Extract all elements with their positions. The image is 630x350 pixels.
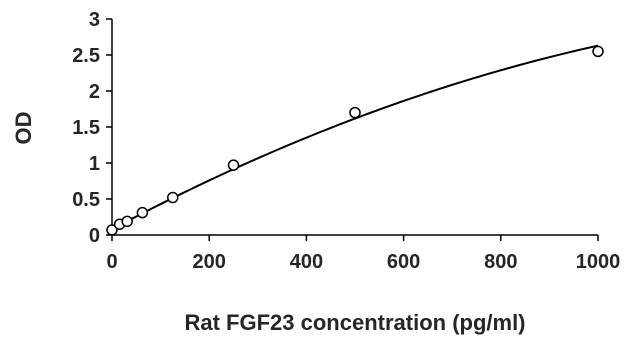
x-tick-label: 1000 xyxy=(576,251,621,273)
x-tick-label: 0 xyxy=(106,251,117,273)
x-tick-label: 200 xyxy=(193,251,226,273)
y-tick-label: 3 xyxy=(89,9,100,31)
x-axis-title: Rat FGF23 concentration (pg/ml) xyxy=(184,310,525,335)
fit-curve-line xyxy=(111,44,599,231)
data-point xyxy=(227,159,240,171)
x-tick-label: 800 xyxy=(484,251,517,273)
y-tick-label: 1.5 xyxy=(72,117,100,139)
ticks-layer: 0 0.5 1 1.5 2 2.5 3 0 200 400 600 800 1000 xyxy=(72,9,620,273)
x-tick-label: 400 xyxy=(290,251,323,273)
x-tick-label: 600 xyxy=(387,251,420,273)
data-point xyxy=(349,106,361,119)
y-tick-label: 0 xyxy=(89,225,100,247)
points-layer xyxy=(106,45,604,236)
curve-layer xyxy=(111,44,599,231)
axes-layer xyxy=(111,19,598,236)
data-point xyxy=(592,45,604,58)
y-tick-label: 0.5 xyxy=(72,189,100,211)
y-tick-label: 2.5 xyxy=(72,45,100,67)
y-axis-title: OD xyxy=(11,112,36,145)
data-point xyxy=(136,206,149,219)
y-tick-label: 2 xyxy=(89,81,100,103)
data-point xyxy=(121,215,133,228)
y-tick-label: 1 xyxy=(89,153,100,175)
data-point xyxy=(167,191,179,204)
